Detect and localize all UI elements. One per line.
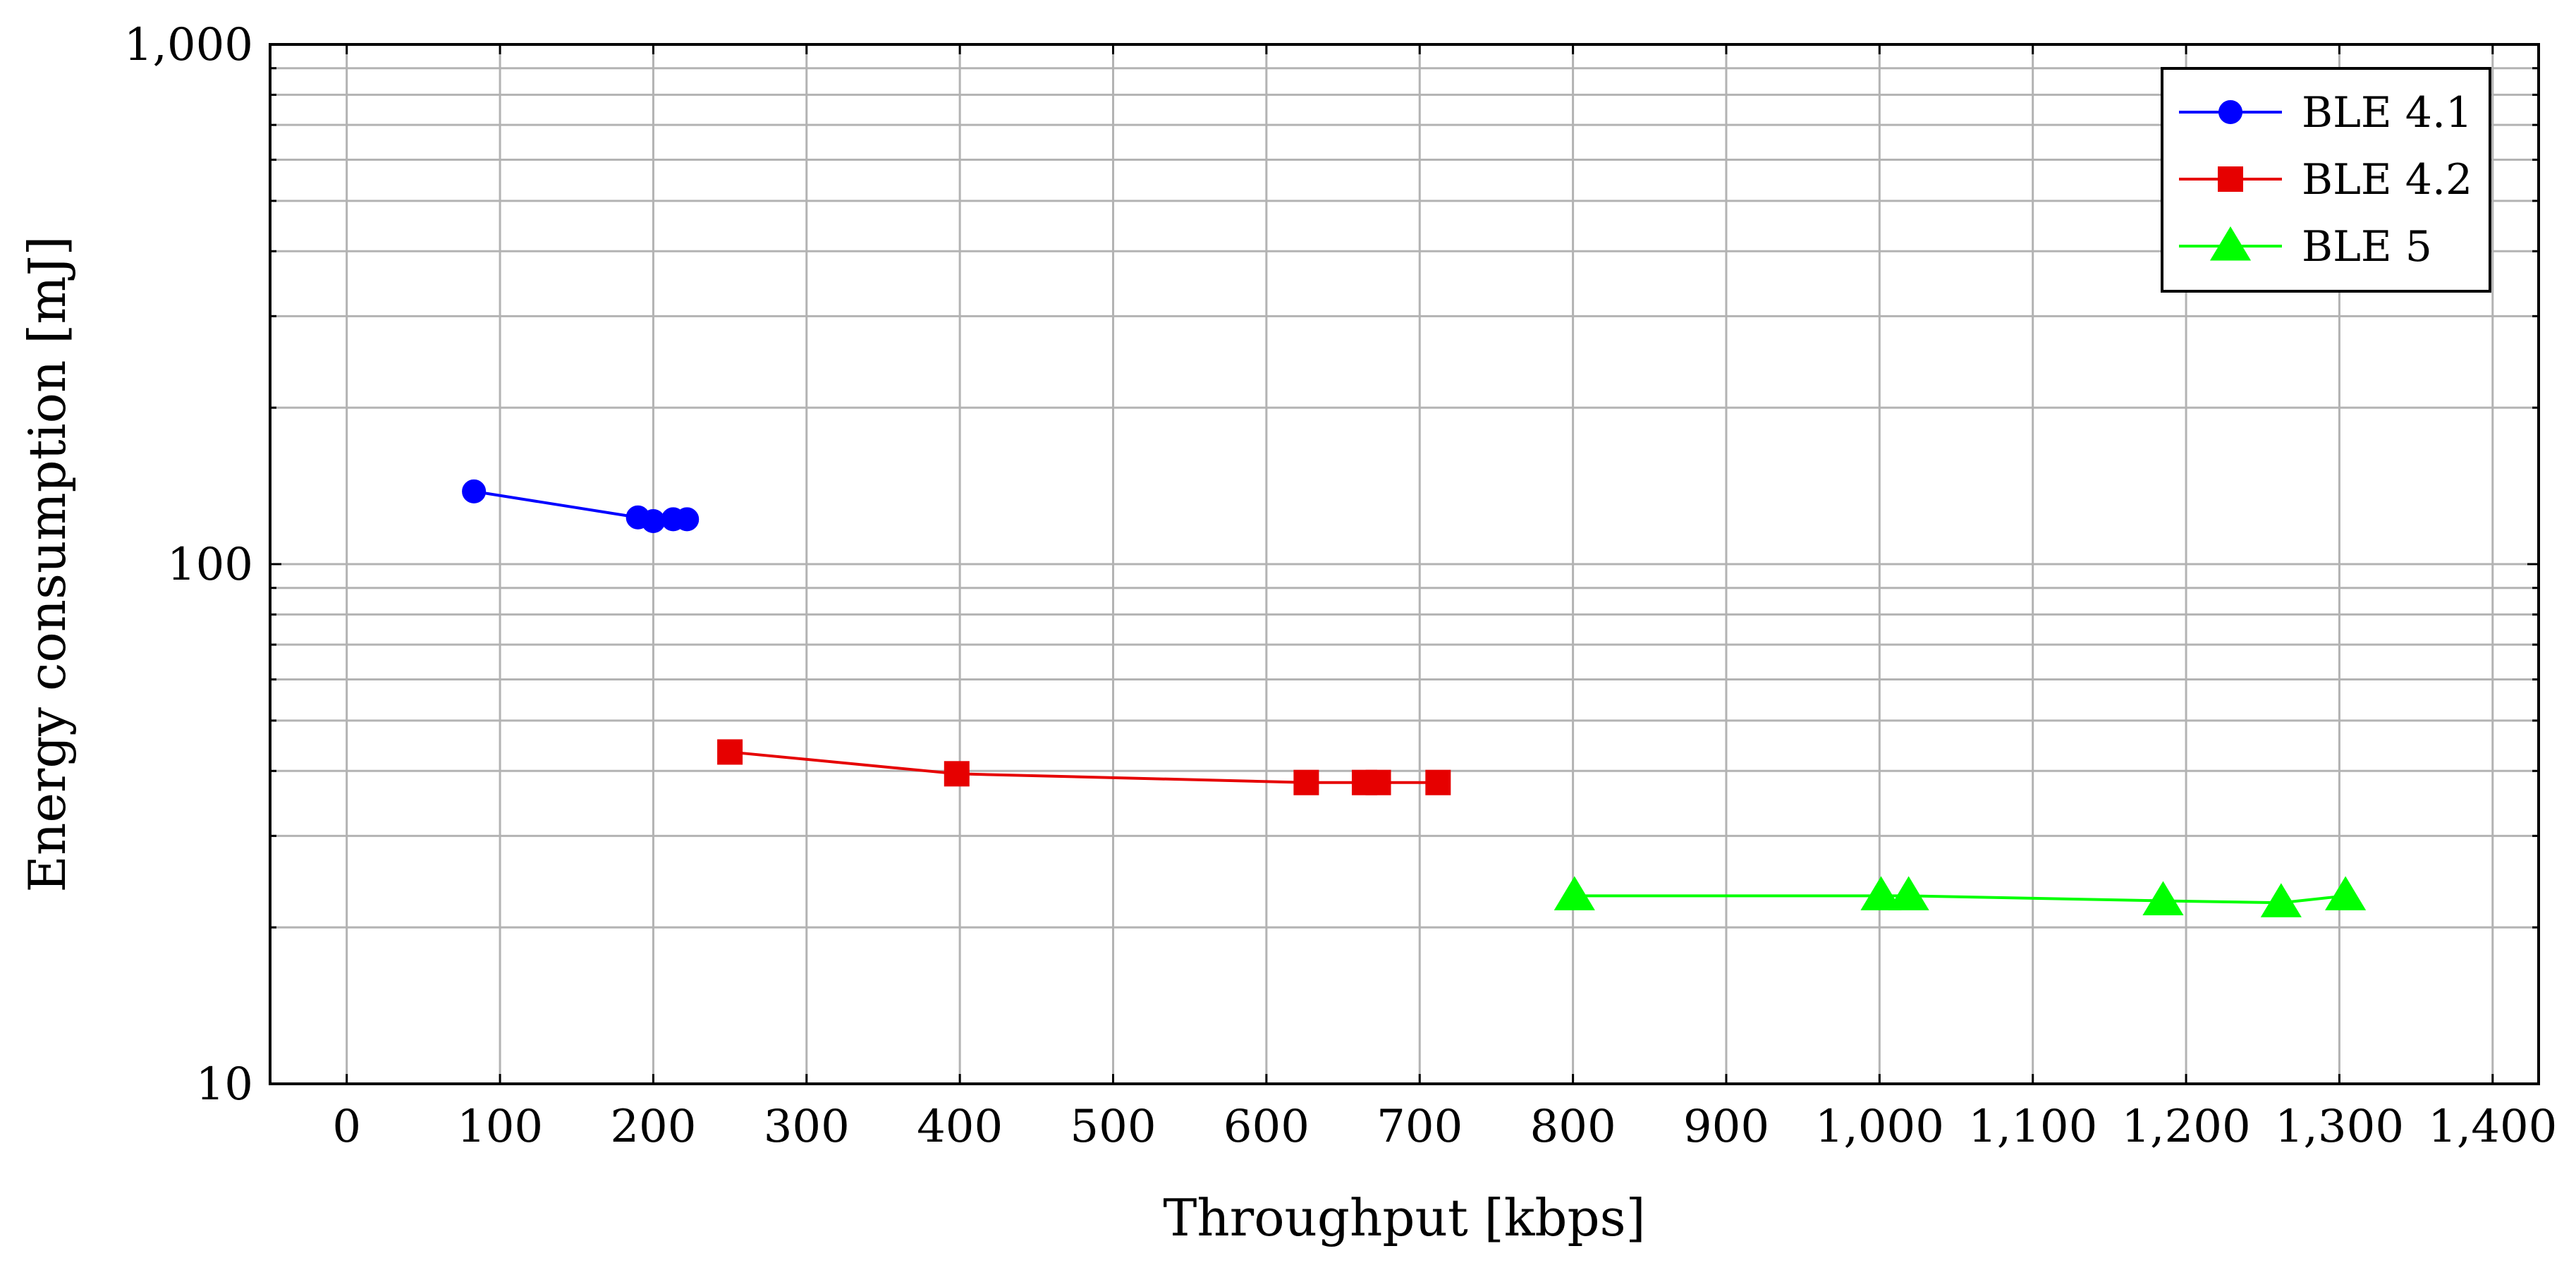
legend-item-ble-4-1: BLE 4.1 <box>2179 88 2472 138</box>
ticks <box>270 43 2539 1085</box>
x-tick-label: 0 <box>332 1101 361 1153</box>
data-point-ble-4-1 <box>462 479 487 503</box>
legend-marker-ble-4-1 <box>2218 100 2242 124</box>
x-tick-label: 1,000 <box>1815 1101 1944 1153</box>
data-point-ble-5 <box>2325 876 2367 910</box>
legend-label-ble-5: BLE 5 <box>2302 222 2432 271</box>
x-tick-label: 600 <box>1223 1101 1310 1153</box>
x-tick-label: 1,300 <box>2275 1101 2404 1153</box>
series-line-ble-5 <box>1574 894 2346 905</box>
legend-item-ble-5: BLE 5 <box>2179 222 2432 271</box>
x-tick-label: 1,200 <box>2121 1101 2250 1153</box>
x-tick-label: 900 <box>1683 1101 1769 1153</box>
data-point-ble-5 <box>1888 876 1929 910</box>
legend-item-ble-4-2: BLE 4.2 <box>2179 155 2472 204</box>
tick-labels: 0 100 200 300 400 500 600 700 800 900 1,000 1,100 1,… <box>124 19 2558 1153</box>
x-tick-label: 100 <box>457 1101 543 1153</box>
data-point-ble-4-2 <box>1293 769 1319 795</box>
legend-label-ble-4-1: BLE 4.1 <box>2302 88 2472 138</box>
grid <box>270 43 2539 1085</box>
x-tick-label: 1,400 <box>2428 1101 2557 1153</box>
data-point-ble-5 <box>1553 876 1595 910</box>
y-tick-label: 10 <box>196 1058 253 1111</box>
data-point-ble-4-1 <box>641 508 666 533</box>
legend-marker-ble-5 <box>2209 226 2252 261</box>
data-point-ble-4-2 <box>1365 769 1391 795</box>
y-axis-label: Energy consumption [mJ] <box>18 236 77 892</box>
legend: BLE 4.1 BLE 4.2 BLE 5 <box>2161 67 2491 293</box>
data-point-ble-4-2 <box>1425 769 1451 795</box>
x-tick-label: 300 <box>764 1101 850 1153</box>
series-ble-4-1 <box>462 479 700 533</box>
plot-frame <box>269 43 2540 1085</box>
series-ble-5 <box>1553 876 2367 917</box>
x-axis-label: Throughput [kbps] <box>1163 1188 1645 1247</box>
series-ble-4-2 <box>717 739 1451 795</box>
data-point-ble-5 <box>1860 876 1902 910</box>
y-tick-label: 1,000 <box>124 19 253 71</box>
x-tick-label: 200 <box>610 1101 696 1153</box>
x-tick-label: 800 <box>1530 1101 1616 1153</box>
series-line-ble-4-2 <box>729 750 1439 784</box>
series-layer <box>462 479 2367 917</box>
data-point-ble-5 <box>2142 881 2184 915</box>
y-tick-label: 100 <box>167 539 253 591</box>
x-tick-label: 700 <box>1376 1101 1463 1153</box>
x-tick-label: 1,100 <box>1968 1101 2097 1153</box>
legend-label-ble-4-2: BLE 4.2 <box>2302 155 2472 204</box>
data-point-ble-4-2 <box>944 761 970 787</box>
legend-marker-ble-4-2 <box>2218 166 2243 192</box>
x-tick-label: 400 <box>917 1101 1003 1153</box>
x-tick-label: 500 <box>1070 1101 1156 1153</box>
data-point-ble-4-1 <box>675 507 700 532</box>
data-point-ble-5 <box>2260 883 2302 917</box>
data-point-ble-4-2 <box>717 739 743 765</box>
